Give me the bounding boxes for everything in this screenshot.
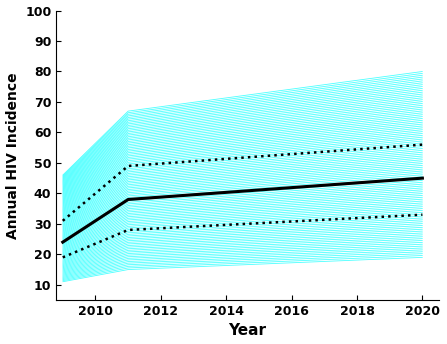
Y-axis label: Annual HIV Incidence: Annual HIV Incidence (5, 72, 20, 239)
X-axis label: Year: Year (228, 323, 266, 338)
